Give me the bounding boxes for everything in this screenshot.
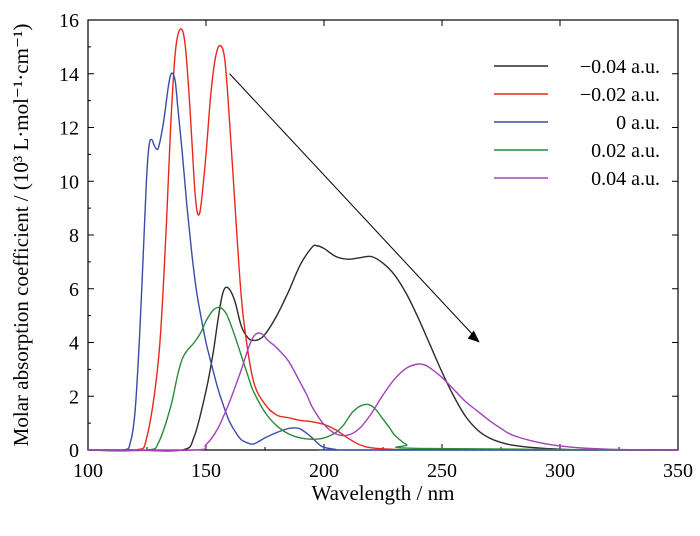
trend-arrow xyxy=(229,73,480,343)
series-line xyxy=(87,306,679,452)
y-tick-label: 0 xyxy=(69,440,79,462)
legend: −0.04 a.u. −0.02 a.u. 0 a.u. 0.02 a.u. 0.04 … xyxy=(494,56,660,190)
series-line xyxy=(87,72,679,452)
y-tick-label: 4 xyxy=(69,333,79,355)
x-tick-label: 300 xyxy=(545,460,575,482)
y-tick-label: 6 xyxy=(69,279,79,301)
x-tick-label: 100 xyxy=(73,460,103,482)
y-tick-label: 12 xyxy=(59,118,79,140)
y-axis-title: Molar absorption coefficient / (10³ L·mo… xyxy=(9,24,33,447)
series-line xyxy=(87,332,679,452)
legend-label: 0.04 a.u. xyxy=(591,168,660,190)
x-tick-label: 150 xyxy=(191,460,221,482)
y-tick-label: 2 xyxy=(69,386,79,408)
arrow-head xyxy=(467,330,480,343)
legend-label: −0.04 a.u. xyxy=(580,56,660,78)
legend-label: 0 a.u. xyxy=(616,112,660,134)
arrow-shaft xyxy=(229,73,476,338)
y-tick-label: 14 xyxy=(59,64,79,86)
x-tick-label: 200 xyxy=(309,460,339,482)
x-tick-label: 250 xyxy=(427,460,457,482)
legend-label: −0.02 a.u. xyxy=(580,84,660,106)
axis-ticks: 100 150 200 250 300 350 0 2 4 6 8 10 12 14 16 xyxy=(59,10,693,482)
y-tick-label: 16 xyxy=(59,10,79,32)
series-line xyxy=(87,244,679,452)
y-tick-label: 8 xyxy=(69,225,79,247)
x-tick-label: 350 xyxy=(663,460,693,482)
legend-label: 0.02 a.u. xyxy=(591,140,660,162)
x-axis-title: Wavelength / nm xyxy=(312,481,455,505)
y-tick-label: 10 xyxy=(59,171,79,193)
series-lines xyxy=(87,28,679,452)
